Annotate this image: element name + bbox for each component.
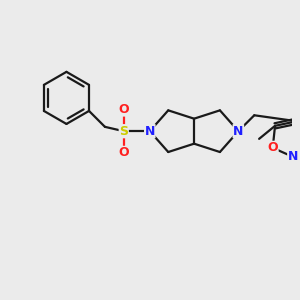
- Text: N: N: [288, 150, 298, 163]
- Text: O: O: [267, 141, 278, 154]
- Text: N: N: [233, 125, 244, 138]
- Text: N: N: [145, 125, 155, 138]
- Text: S: S: [119, 125, 128, 138]
- Text: O: O: [118, 103, 129, 116]
- Text: O: O: [118, 146, 129, 159]
